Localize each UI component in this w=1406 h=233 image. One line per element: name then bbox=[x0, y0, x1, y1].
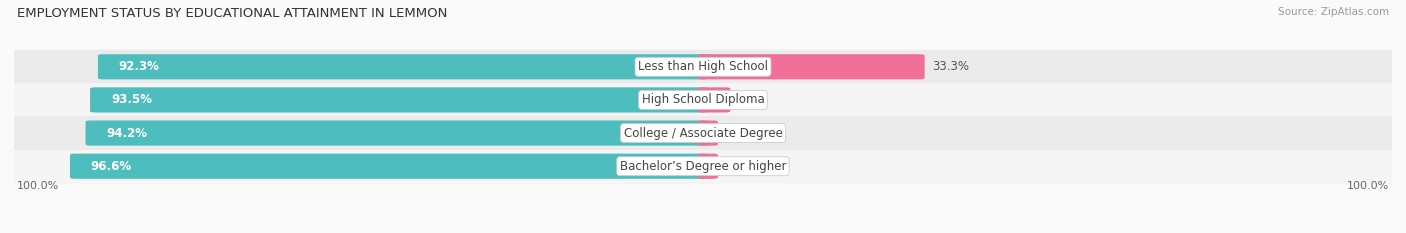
Text: 33.3%: 33.3% bbox=[932, 60, 969, 73]
FancyBboxPatch shape bbox=[70, 154, 709, 179]
FancyBboxPatch shape bbox=[697, 87, 730, 113]
Text: 3.4%: 3.4% bbox=[738, 93, 768, 106]
FancyBboxPatch shape bbox=[697, 154, 718, 179]
Text: 93.5%: 93.5% bbox=[111, 93, 152, 106]
Text: Bachelor’s Degree or higher: Bachelor’s Degree or higher bbox=[620, 160, 786, 173]
FancyBboxPatch shape bbox=[98, 54, 709, 79]
Text: 0.0%: 0.0% bbox=[725, 160, 755, 173]
Text: 100.0%: 100.0% bbox=[17, 181, 59, 191]
Bar bbox=[14, 150, 1392, 183]
Text: EMPLOYMENT STATUS BY EDUCATIONAL ATTAINMENT IN LEMMON: EMPLOYMENT STATUS BY EDUCATIONAL ATTAINM… bbox=[17, 7, 447, 20]
Text: Source: ZipAtlas.com: Source: ZipAtlas.com bbox=[1278, 7, 1389, 17]
Bar bbox=[14, 116, 1392, 150]
Text: 96.6%: 96.6% bbox=[91, 160, 132, 173]
FancyBboxPatch shape bbox=[86, 120, 709, 146]
FancyBboxPatch shape bbox=[697, 120, 718, 146]
Bar bbox=[14, 83, 1392, 116]
Text: College / Associate Degree: College / Associate Degree bbox=[624, 127, 782, 140]
FancyBboxPatch shape bbox=[90, 87, 709, 113]
Text: Less than High School: Less than High School bbox=[638, 60, 768, 73]
Text: 0.0%: 0.0% bbox=[725, 127, 755, 140]
Text: 92.3%: 92.3% bbox=[118, 60, 159, 73]
Text: 94.2%: 94.2% bbox=[107, 127, 148, 140]
FancyBboxPatch shape bbox=[697, 54, 925, 79]
Text: High School Diploma: High School Diploma bbox=[641, 93, 765, 106]
Bar bbox=[14, 50, 1392, 83]
Text: 100.0%: 100.0% bbox=[1347, 181, 1389, 191]
